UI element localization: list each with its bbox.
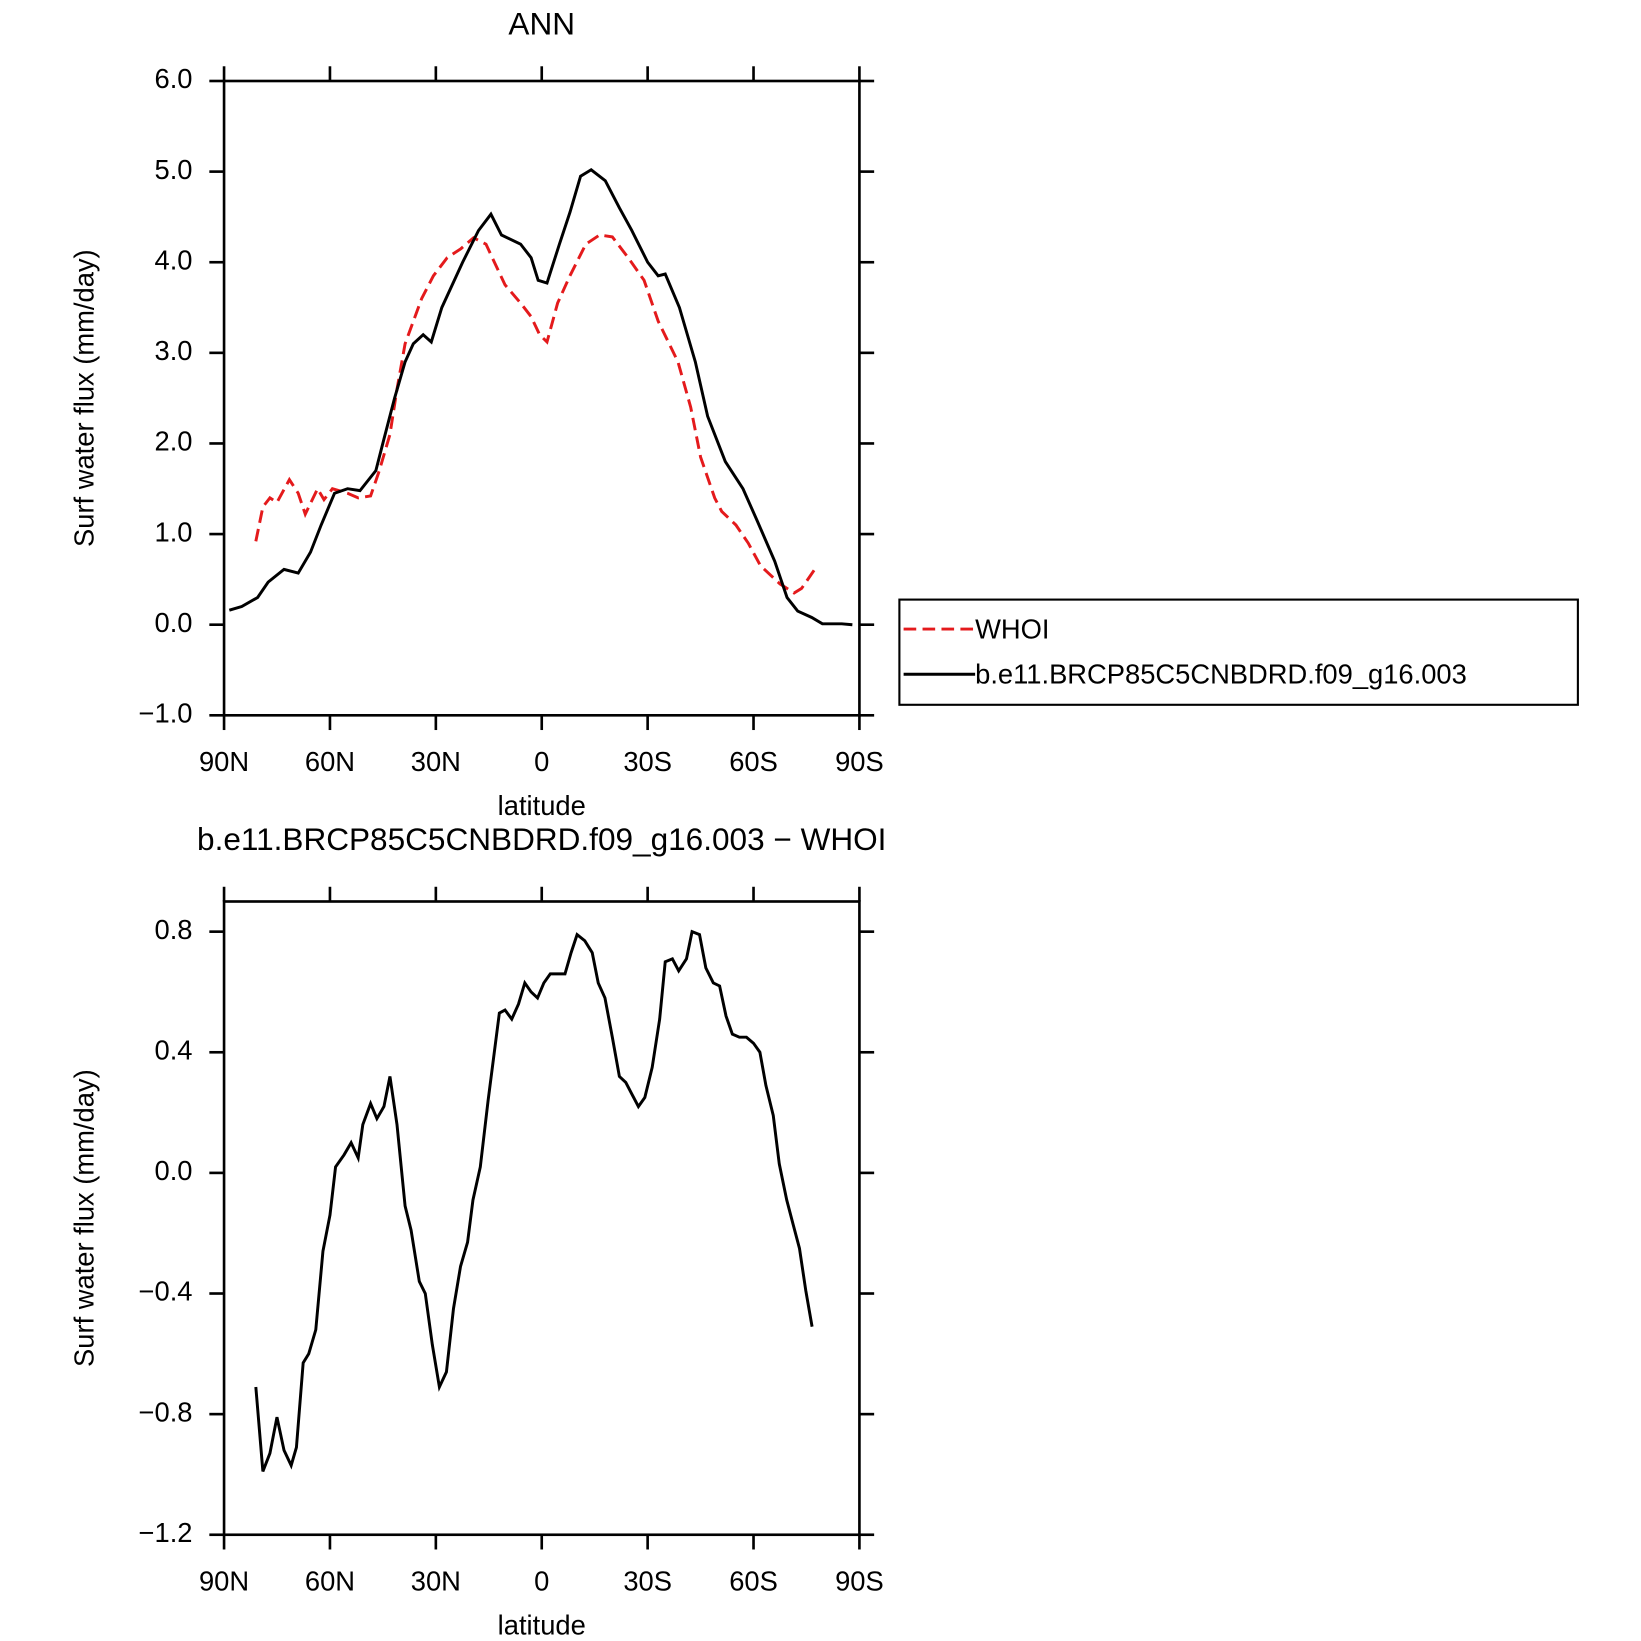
x-tick-label: 60N [305,746,355,777]
x-tick-label: 30N [411,746,461,777]
y-tick-label: 0.0 [155,1155,193,1186]
y-tick-label: 6.0 [155,63,193,94]
x-tick-label: 90S [835,746,884,777]
x-tick-label: 0 [534,1565,549,1596]
chart-title: ANN [508,6,575,42]
y-tick-label: 5.0 [155,154,193,185]
x-tick-label: 90N [199,1565,249,1596]
y-tick-label: 2.0 [155,426,193,457]
plot-frame [222,79,861,717]
x-tick-label: 60S [729,1565,778,1596]
y-axis-label: Surf water flux (mm/day) [68,249,99,547]
legend-label: b.e11.BRCP85C5CNBDRD.f09_g16.003 [975,659,1467,690]
y-tick-label: −0.8 [139,1396,193,1427]
x-axis-label: latitude [498,1610,586,1641]
x-tick-label: 30S [623,1565,672,1596]
x-tick-label: 0 [534,746,549,777]
x-tick-label: 60N [305,1565,355,1596]
legend-box [898,598,1579,706]
y-tick-label: 0.8 [155,914,193,945]
y-tick-label: 0.0 [155,607,193,638]
y-tick-label: −1.0 [139,698,193,729]
x-tick-label: 30N [411,1565,461,1596]
x-tick-label: 60S [729,746,778,777]
x-tick-label: 30S [623,746,672,777]
data-line [254,233,817,595]
x-axis-label: latitude [498,790,586,821]
y-tick-label: 1.0 [155,516,193,547]
y-tick-label: 0.4 [155,1034,193,1065]
chart-title: b.e11.BRCP85C5CNBDRD.f09_g16.003 − WHOI [197,821,886,857]
y-tick-label: −1.2 [139,1517,193,1548]
data-line [254,929,814,1472]
plot-frame [222,900,861,1537]
y-tick-label: 4.0 [155,244,193,275]
x-tick-label: 90S [835,1565,884,1596]
legend-label: WHOI [975,613,1049,644]
data-line [228,167,853,627]
y-axis-label: Surf water flux (mm/day) [68,1069,99,1367]
x-tick-label: 90N [199,746,249,777]
y-tick-label: −0.4 [139,1276,193,1307]
y-tick-label: 3.0 [155,335,193,366]
